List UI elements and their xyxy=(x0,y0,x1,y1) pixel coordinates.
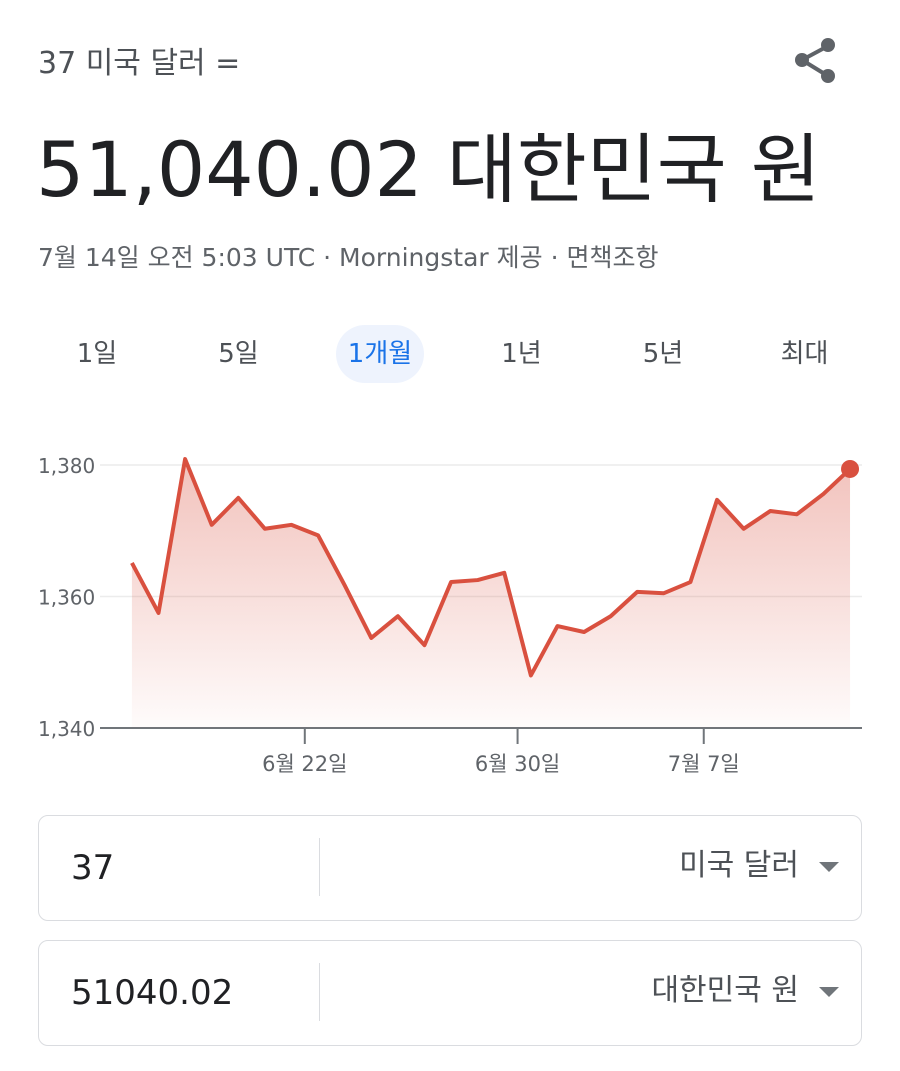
end-dot xyxy=(841,459,860,478)
area xyxy=(131,459,851,728)
amount-input[interactable]: 51040.02 xyxy=(71,973,234,1013)
amount-input[interactable]: 37 xyxy=(71,848,115,888)
converter-row: 51040.02 대한민국 원 xyxy=(38,940,862,1046)
chart: 1,340 1,360 1,380 6월 22일 6월 30일 7월 7일 xyxy=(38,454,862,776)
currency-select[interactable]: 미국 달러 xyxy=(679,848,799,883)
range-tabs: 1일 5일 1개월 1년 5년 최대 xyxy=(25,325,875,383)
converter-row: 37 미국 달러 xyxy=(38,815,862,921)
x-tick-label: 6월 22일 xyxy=(262,752,347,776)
range-tab[interactable]: 5일 xyxy=(218,339,259,369)
share-icon[interactable] xyxy=(790,34,842,86)
y-tick-label: 1,380 xyxy=(38,454,95,478)
range-tab[interactable]: 1일 xyxy=(76,339,118,369)
x-tick-label: 7월 7일 xyxy=(668,752,740,776)
separator xyxy=(319,963,320,1021)
meta: 7월 14일 오전 5:03 UTC · Morningstar 제공 · 면책… xyxy=(38,243,659,272)
dropdown-arrow xyxy=(819,987,839,997)
y-tick-label: 1,360 xyxy=(38,586,95,610)
separator xyxy=(319,838,320,896)
title: 51,040.02 대한민국 원 xyxy=(36,125,821,214)
y-tick-label: 1,340 xyxy=(38,717,95,741)
range-tab[interactable]: 1개월 xyxy=(336,325,424,383)
currency-select[interactable]: 대한민국 원 xyxy=(651,973,799,1008)
dropdown-arrow xyxy=(819,862,839,872)
line xyxy=(130,457,852,678)
subtitle: 37 미국 달러 = xyxy=(38,46,241,81)
range-tab[interactable]: 1년 xyxy=(501,339,542,369)
range-tab[interactable]: 최대 xyxy=(780,339,829,369)
x-tick-label: 6월 30일 xyxy=(475,752,560,776)
range-tab[interactable]: 5년 xyxy=(642,339,684,369)
